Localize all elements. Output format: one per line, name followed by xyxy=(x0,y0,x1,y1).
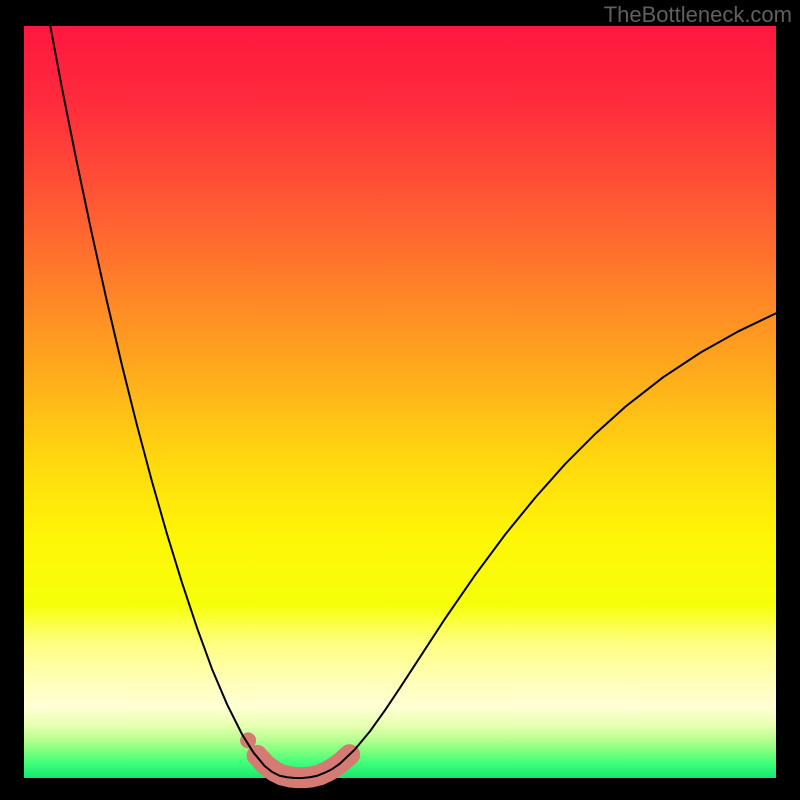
chart-frame: TheBottleneck.com xyxy=(0,0,800,800)
bottleneck-chart xyxy=(0,0,800,800)
plot-background xyxy=(24,26,776,778)
